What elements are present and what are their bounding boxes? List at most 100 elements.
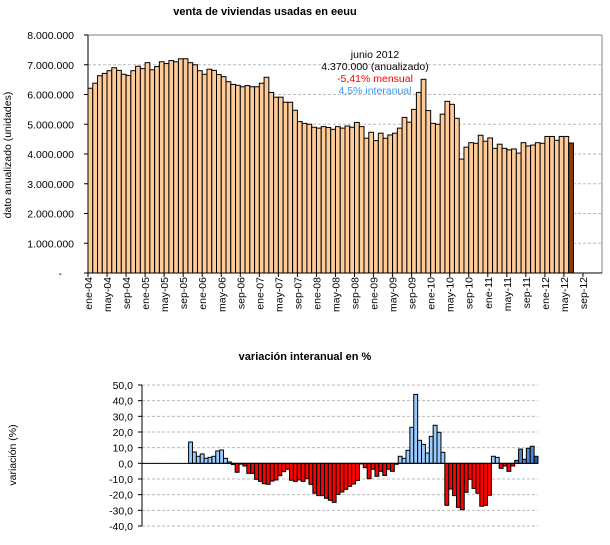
y-tick-label: 10,0: [113, 443, 134, 455]
bar: [187, 62, 194, 274]
bar: [530, 144, 536, 274]
bar: [285, 462, 291, 470]
bar: [420, 78, 427, 274]
bar: [539, 142, 546, 274]
bar: [366, 462, 372, 480]
y-tick-label: 8.000.000: [27, 30, 74, 42]
bar: [292, 109, 298, 274]
top-chart-title: venta de viviendas usadas en eeuu: [173, 6, 356, 18]
bar: [401, 457, 407, 464]
bar: [249, 86, 256, 274]
bar: [521, 458, 527, 464]
bar: [308, 462, 314, 485]
bottom-chart-ylabel: variación (%): [7, 424, 19, 485]
bar: [320, 462, 325, 497]
bar: [363, 137, 370, 274]
y-tick-label: 1.000.000: [27, 238, 74, 250]
x-tick-label: sep-07: [292, 277, 304, 309]
bar: [120, 73, 127, 274]
bar: [343, 462, 349, 490]
bar: [263, 76, 270, 274]
bar: [487, 462, 492, 496]
bar: [568, 142, 574, 274]
bar: [282, 101, 289, 274]
bar: [405, 449, 411, 464]
y-tick-label: -30,0: [109, 505, 133, 517]
x-tick-label: sep-08: [350, 277, 362, 309]
bar: [533, 455, 539, 464]
bar: [473, 142, 479, 274]
bar: [448, 462, 454, 490]
bar: [339, 127, 346, 274]
bar: [549, 135, 555, 274]
top-chart-ylabel: dato anualizado (unidades): [2, 92, 14, 219]
bar: [396, 127, 403, 274]
y-tick-label: 50,0: [113, 380, 134, 392]
bar: [389, 462, 395, 472]
bar: [406, 121, 413, 274]
bar: [192, 64, 198, 274]
bar: [334, 126, 341, 274]
bar: [458, 158, 465, 274]
bar: [111, 67, 118, 274]
bar: [463, 146, 470, 274]
bar: [425, 110, 432, 274]
y-tick-label: 30,0: [113, 411, 134, 423]
bar: [158, 61, 165, 274]
bar: [511, 148, 517, 274]
x-tick-label: sep-06: [235, 277, 247, 309]
top-y-tick-labels: - 1.000.000 2.000.000 3.000.000 4.000.000 5.0…: [27, 30, 74, 280]
bar: [382, 137, 389, 274]
bar: [154, 66, 160, 274]
bar: [439, 113, 446, 274]
x-tick-label: ene-05: [140, 277, 152, 310]
bar: [351, 462, 357, 485]
bar: [191, 451, 197, 464]
bar: [330, 128, 336, 274]
x-tick-label: may-08: [330, 277, 342, 312]
bar: [268, 91, 275, 274]
bar: [355, 462, 360, 481]
bar: [199, 453, 205, 464]
bar: [496, 143, 503, 274]
bar: [515, 152, 522, 274]
bar: [139, 68, 146, 274]
bar: [397, 455, 403, 464]
bar: [220, 76, 227, 274]
bar: [368, 131, 375, 274]
bar: [483, 462, 489, 506]
bar: [223, 457, 228, 464]
bar: [382, 462, 388, 476]
x-tick-label: may-04: [102, 277, 114, 312]
bar: [106, 70, 113, 274]
x-tick-label: ene-09: [369, 277, 381, 310]
bar: [239, 86, 246, 274]
bar: [421, 443, 426, 464]
bar: [347, 462, 353, 487]
bar: [225, 81, 232, 274]
bar: [386, 462, 391, 470]
bar: [525, 145, 532, 274]
bar: [206, 68, 213, 274]
bar: [287, 101, 294, 274]
y-tick-label: -20,0: [109, 490, 133, 502]
x-tick-label: ene-07: [254, 277, 266, 310]
bar: [471, 462, 477, 489]
x-tick-label: sep-12: [578, 277, 590, 309]
y-tick-label: -: [59, 268, 63, 280]
y-tick-label: 0,0: [118, 458, 133, 470]
bar: [92, 82, 99, 274]
y-tick-label: 6.000.000: [27, 90, 74, 102]
x-tick-label: may-05: [159, 277, 171, 312]
bar: [506, 462, 512, 472]
bar: [544, 135, 551, 274]
y-tick-label: 3.000.000: [27, 179, 74, 191]
bar: [432, 424, 438, 464]
bar: [250, 462, 256, 474]
bar: [417, 439, 423, 464]
bar: [201, 73, 208, 274]
x-tick-label: ene-08: [311, 277, 323, 310]
x-tick-label: may-06: [216, 277, 228, 312]
bar: [292, 462, 298, 482]
